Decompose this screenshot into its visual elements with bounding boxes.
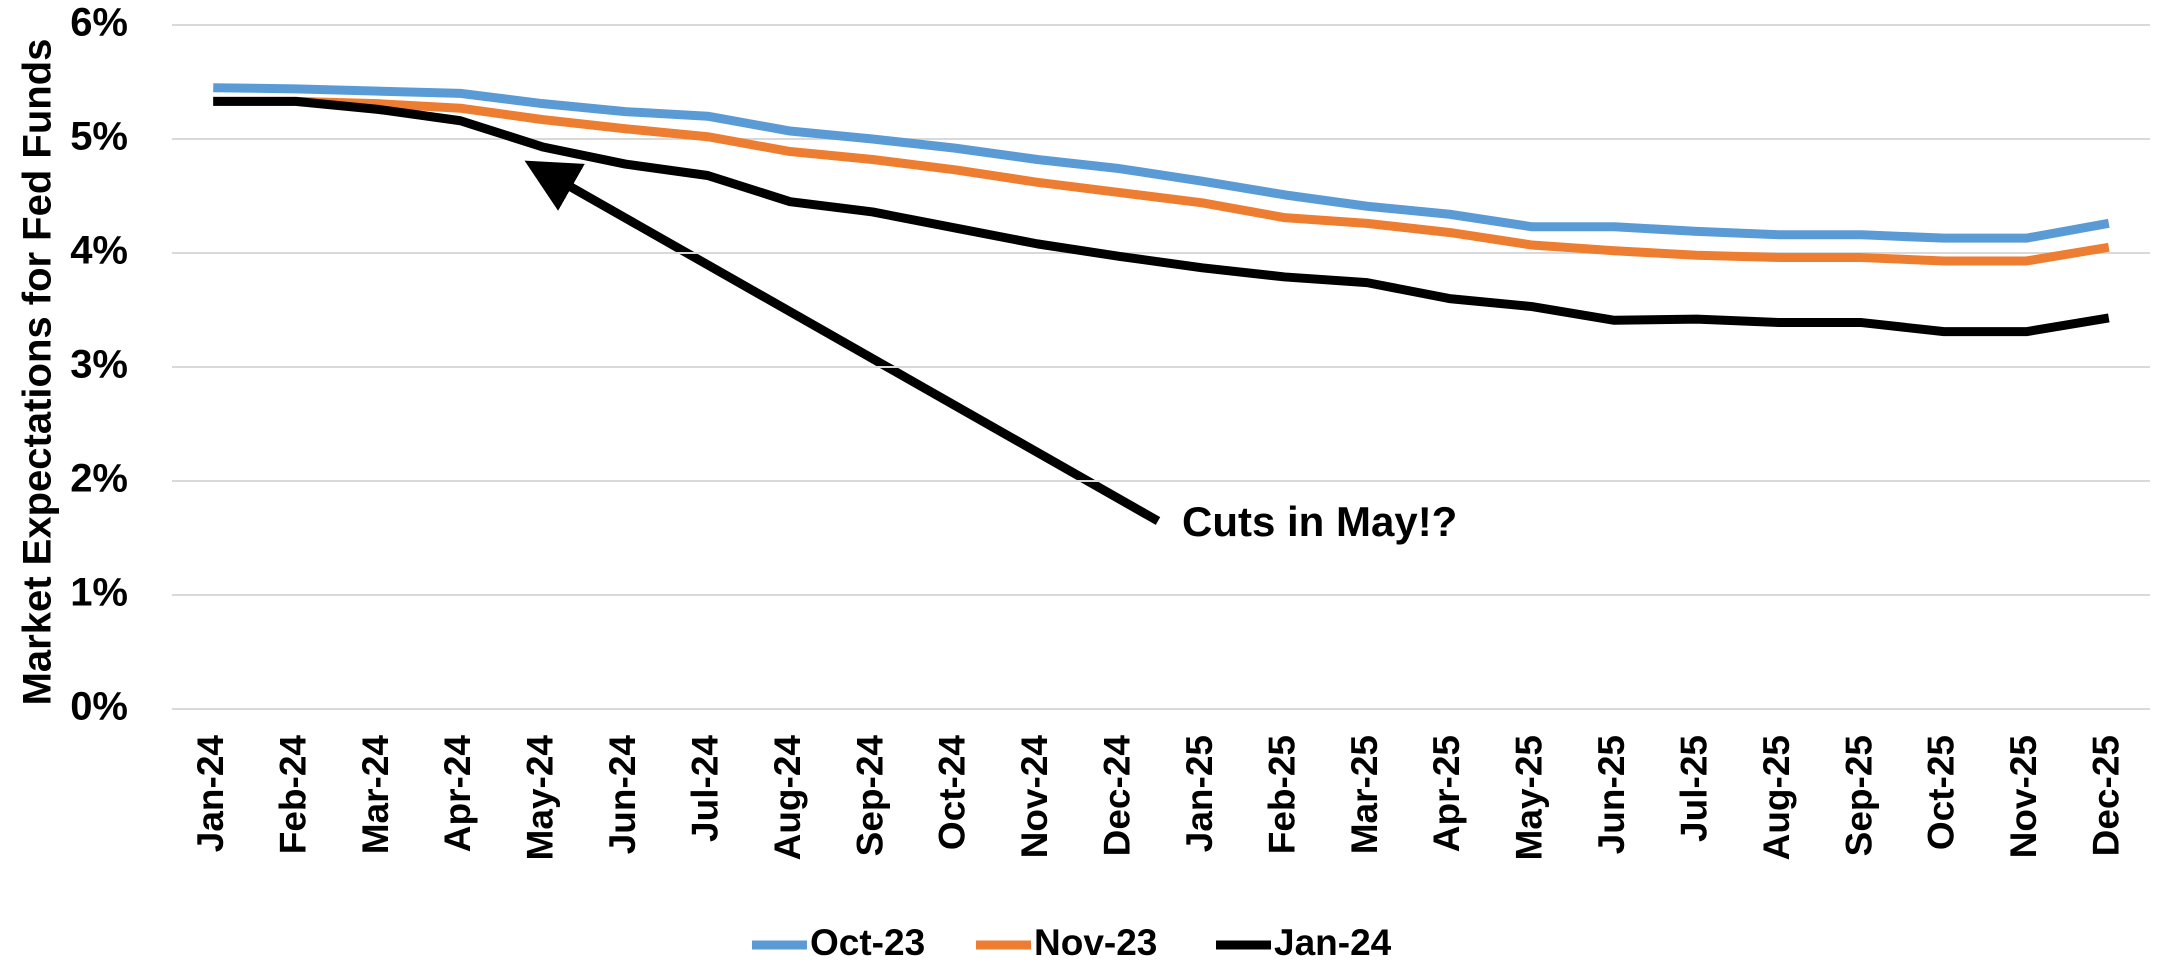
x-tick-label: Feb-25 (1261, 735, 1302, 854)
y-tick-label: 4% (70, 229, 128, 273)
series-line (213, 96, 2110, 266)
x-tick-label: Nov-25 (2003, 735, 2044, 858)
y-tick-label: 0% (70, 685, 128, 729)
x-tick-label: Oct-24 (932, 735, 973, 851)
x-tick-label: Sep-25 (1838, 735, 1879, 856)
x-tick-label: Nov-24 (1014, 735, 1055, 859)
x-tick-label: Dec-25 (2086, 735, 2127, 856)
x-tick-label: May-25 (1509, 735, 1550, 860)
annotation: Cuts in May!? (1182, 498, 1457, 545)
y-tick-label: 3% (70, 343, 128, 387)
series-line (213, 96, 2110, 337)
x-tick-label: Oct-25 (1921, 735, 1962, 850)
x-tick-label: Aug-25 (1756, 735, 1797, 860)
x-tick-label: Apr-25 (1426, 735, 1467, 852)
legend-label: Nov-23 (1034, 922, 1157, 963)
y-tick-label: 6% (70, 1, 128, 45)
annotation-arrow (524, 160, 1161, 525)
x-tick-label: Sep-24 (849, 735, 890, 857)
y-tick-label: 2% (70, 457, 128, 501)
y-tick-label: 1% (70, 571, 128, 615)
x-tick-label: Jan-24 (190, 735, 231, 853)
x-tick-label: Aug-24 (767, 735, 808, 861)
x-tick-label: Jun-25 (1591, 735, 1632, 854)
x-tick-label: Feb-24 (272, 735, 313, 855)
legend-label: Oct-23 (810, 922, 925, 963)
x-tick-label: Apr-24 (437, 735, 478, 853)
y-axis-label: Market Expectations for Fed Funds (16, 39, 60, 706)
x-tick-label: Mar-25 (1344, 735, 1385, 854)
x-tick-label: Jan-25 (1179, 735, 1220, 852)
y-tick-label: 5% (70, 115, 128, 159)
x-tick-label: Dec-24 (1097, 735, 1138, 857)
x-tick-label: May-24 (520, 735, 561, 861)
x-tick-label: Jun-24 (602, 735, 643, 855)
series-line (213, 83, 2110, 243)
x-tick-label: Jul-25 (1673, 735, 1714, 842)
x-tick-label: Mar-24 (355, 735, 396, 855)
legend-label: Jan-24 (1274, 922, 1392, 963)
x-tick-label: Jul-24 (684, 735, 725, 842)
